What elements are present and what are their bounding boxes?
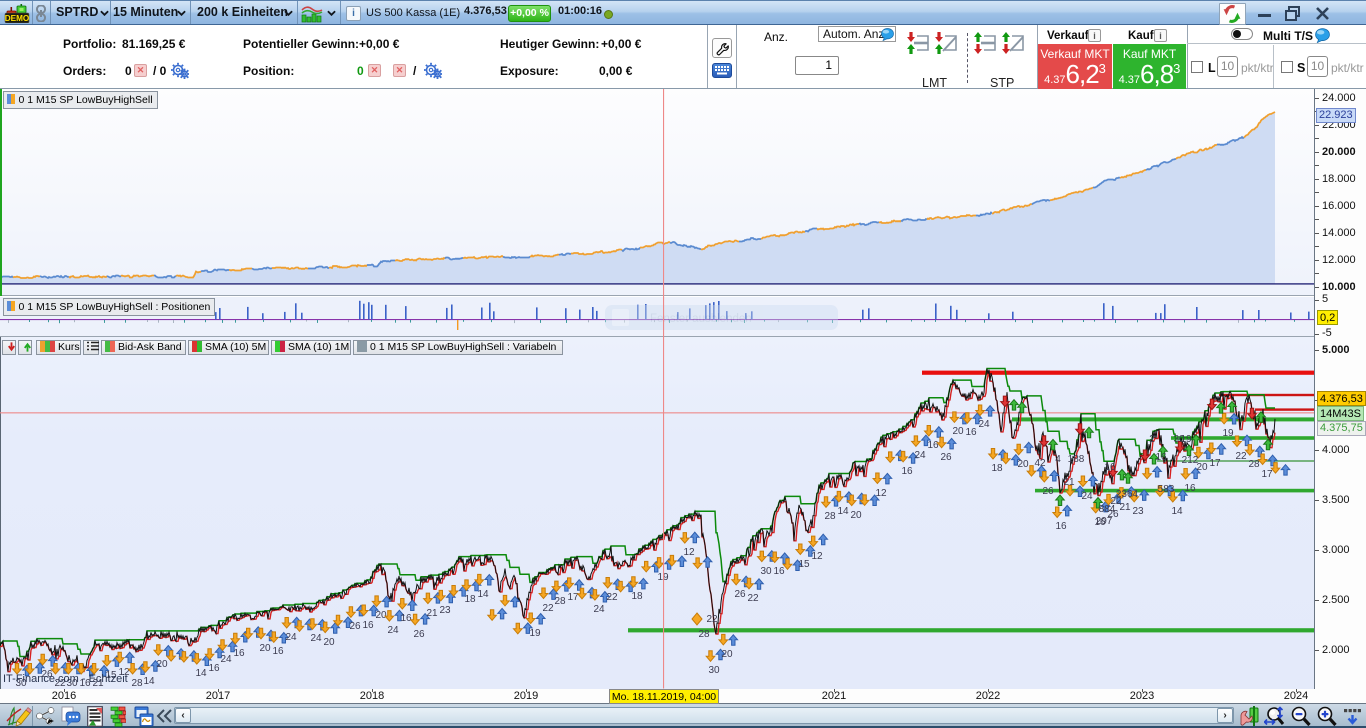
svg-text:20: 20	[323, 637, 335, 648]
svg-text:17: 17	[567, 592, 579, 603]
svg-text:30: 30	[1173, 434, 1185, 445]
svg-text:30: 30	[15, 678, 27, 689]
svg-text:23: 23	[1132, 506, 1144, 517]
svg-text:22: 22	[706, 614, 718, 625]
svg-text:24: 24	[978, 419, 990, 430]
svg-text:20: 20	[1196, 462, 1208, 473]
svg-text:24: 24	[387, 625, 399, 636]
svg-text:2364: 2364	[1116, 489, 1139, 500]
svg-text:15: 15	[798, 559, 810, 570]
svg-text:16: 16	[1104, 462, 1116, 473]
svg-text:14: 14	[195, 668, 207, 679]
svg-text:14: 14	[143, 676, 155, 687]
svg-text:212: 212	[1182, 455, 1199, 466]
svg-text:24: 24	[285, 632, 297, 643]
svg-text:26: 26	[940, 452, 952, 463]
svg-text:20: 20	[952, 426, 964, 437]
svg-text:884: 884	[1099, 504, 1116, 515]
svg-text:22: 22	[54, 678, 66, 689]
svg-text:28: 28	[554, 596, 566, 607]
svg-text:16: 16	[1184, 483, 1196, 494]
svg-text:21: 21	[1063, 477, 1075, 488]
svg-text:19: 19	[1222, 428, 1234, 439]
svg-text:12: 12	[811, 551, 823, 562]
svg-text:20: 20	[259, 643, 271, 654]
svg-text:16: 16	[79, 678, 91, 689]
svg-text:20: 20	[721, 649, 733, 660]
svg-text:19: 19	[529, 628, 541, 639]
svg-text:20: 20	[1017, 459, 1029, 470]
svg-text:18: 18	[631, 591, 643, 602]
svg-text:26: 26	[734, 589, 746, 600]
svg-text:24: 24	[593, 604, 605, 615]
svg-text:12: 12	[683, 547, 695, 558]
svg-text:17: 17	[1209, 458, 1221, 469]
svg-text:DEMO: DEMO	[5, 14, 30, 23]
svg-text:18: 18	[464, 594, 476, 605]
svg-text:26: 26	[1042, 486, 1054, 497]
svg-text:21: 21	[92, 678, 104, 689]
svg-text:16: 16	[927, 440, 939, 451]
svg-text:20: 20	[375, 610, 387, 621]
svg-text:16: 16	[901, 466, 913, 477]
svg-text:16: 16	[1055, 521, 1067, 532]
svg-text:28: 28	[698, 629, 710, 640]
svg-text:28: 28	[131, 678, 143, 689]
svg-text:22: 22	[542, 603, 554, 614]
svg-text:26: 26	[413, 629, 425, 640]
svg-text:2: 2	[1149, 434, 1155, 445]
svg-text:IT-Finance.com - Echtzeit: IT-Finance.com - Echtzeit	[3, 673, 128, 685]
svg-text:12: 12	[118, 667, 130, 678]
svg-text:16: 16	[208, 663, 220, 674]
svg-text:30: 30	[708, 665, 720, 676]
svg-text:16: 16	[233, 648, 245, 659]
svg-text:22: 22	[606, 592, 618, 603]
svg-text:20: 20	[850, 510, 862, 521]
svg-text:22: 22	[1235, 451, 1247, 462]
svg-text:30: 30	[760, 566, 772, 577]
svg-text:23: 23	[439, 605, 451, 616]
svg-text:16: 16	[965, 427, 977, 438]
svg-text:42: 42	[1034, 458, 1046, 469]
svg-text:16: 16	[272, 646, 284, 657]
svg-text:16: 16	[362, 620, 374, 631]
svg-text:16: 16	[1155, 452, 1167, 463]
svg-text:17: 17	[1261, 469, 1273, 480]
svg-text:297: 297	[1096, 516, 1113, 527]
svg-text:26: 26	[349, 621, 361, 632]
svg-text:24: 24	[220, 654, 232, 665]
svg-text:30: 30	[66, 678, 78, 689]
svg-text:24: 24	[914, 450, 926, 461]
svg-text:14: 14	[477, 589, 489, 600]
svg-text:188: 188	[1068, 454, 1085, 465]
svg-text:22: 22	[1110, 496, 1122, 507]
svg-text:15: 15	[105, 670, 117, 681]
svg-text:14: 14	[1171, 506, 1183, 517]
svg-text:16: 16	[773, 566, 785, 577]
svg-text:Fenster ausblenden: Fenster ausblenden	[650, 313, 752, 325]
svg-text:14: 14	[837, 506, 849, 517]
svg-text:20: 20	[156, 659, 168, 670]
svg-text:26: 26	[41, 669, 53, 680]
svg-text:12: 12	[875, 488, 887, 499]
svg-text:21: 21	[1119, 502, 1131, 513]
svg-text:21: 21	[426, 608, 438, 619]
svg-text:18: 18	[991, 463, 1003, 474]
svg-text:16: 16	[400, 613, 412, 624]
svg-text:24: 24	[1081, 491, 1093, 502]
svg-text:19: 19	[1180, 434, 1192, 445]
svg-text:16: 16	[1094, 517, 1106, 528]
svg-text:24: 24	[310, 633, 322, 644]
svg-text:4: 4	[1055, 454, 1061, 465]
svg-text:28: 28	[1248, 459, 1260, 470]
svg-text:583: 583	[1158, 484, 1175, 495]
svg-text:22: 22	[747, 593, 759, 604]
svg-text:28: 28	[824, 511, 836, 522]
svg-text:26: 26	[1107, 509, 1119, 520]
